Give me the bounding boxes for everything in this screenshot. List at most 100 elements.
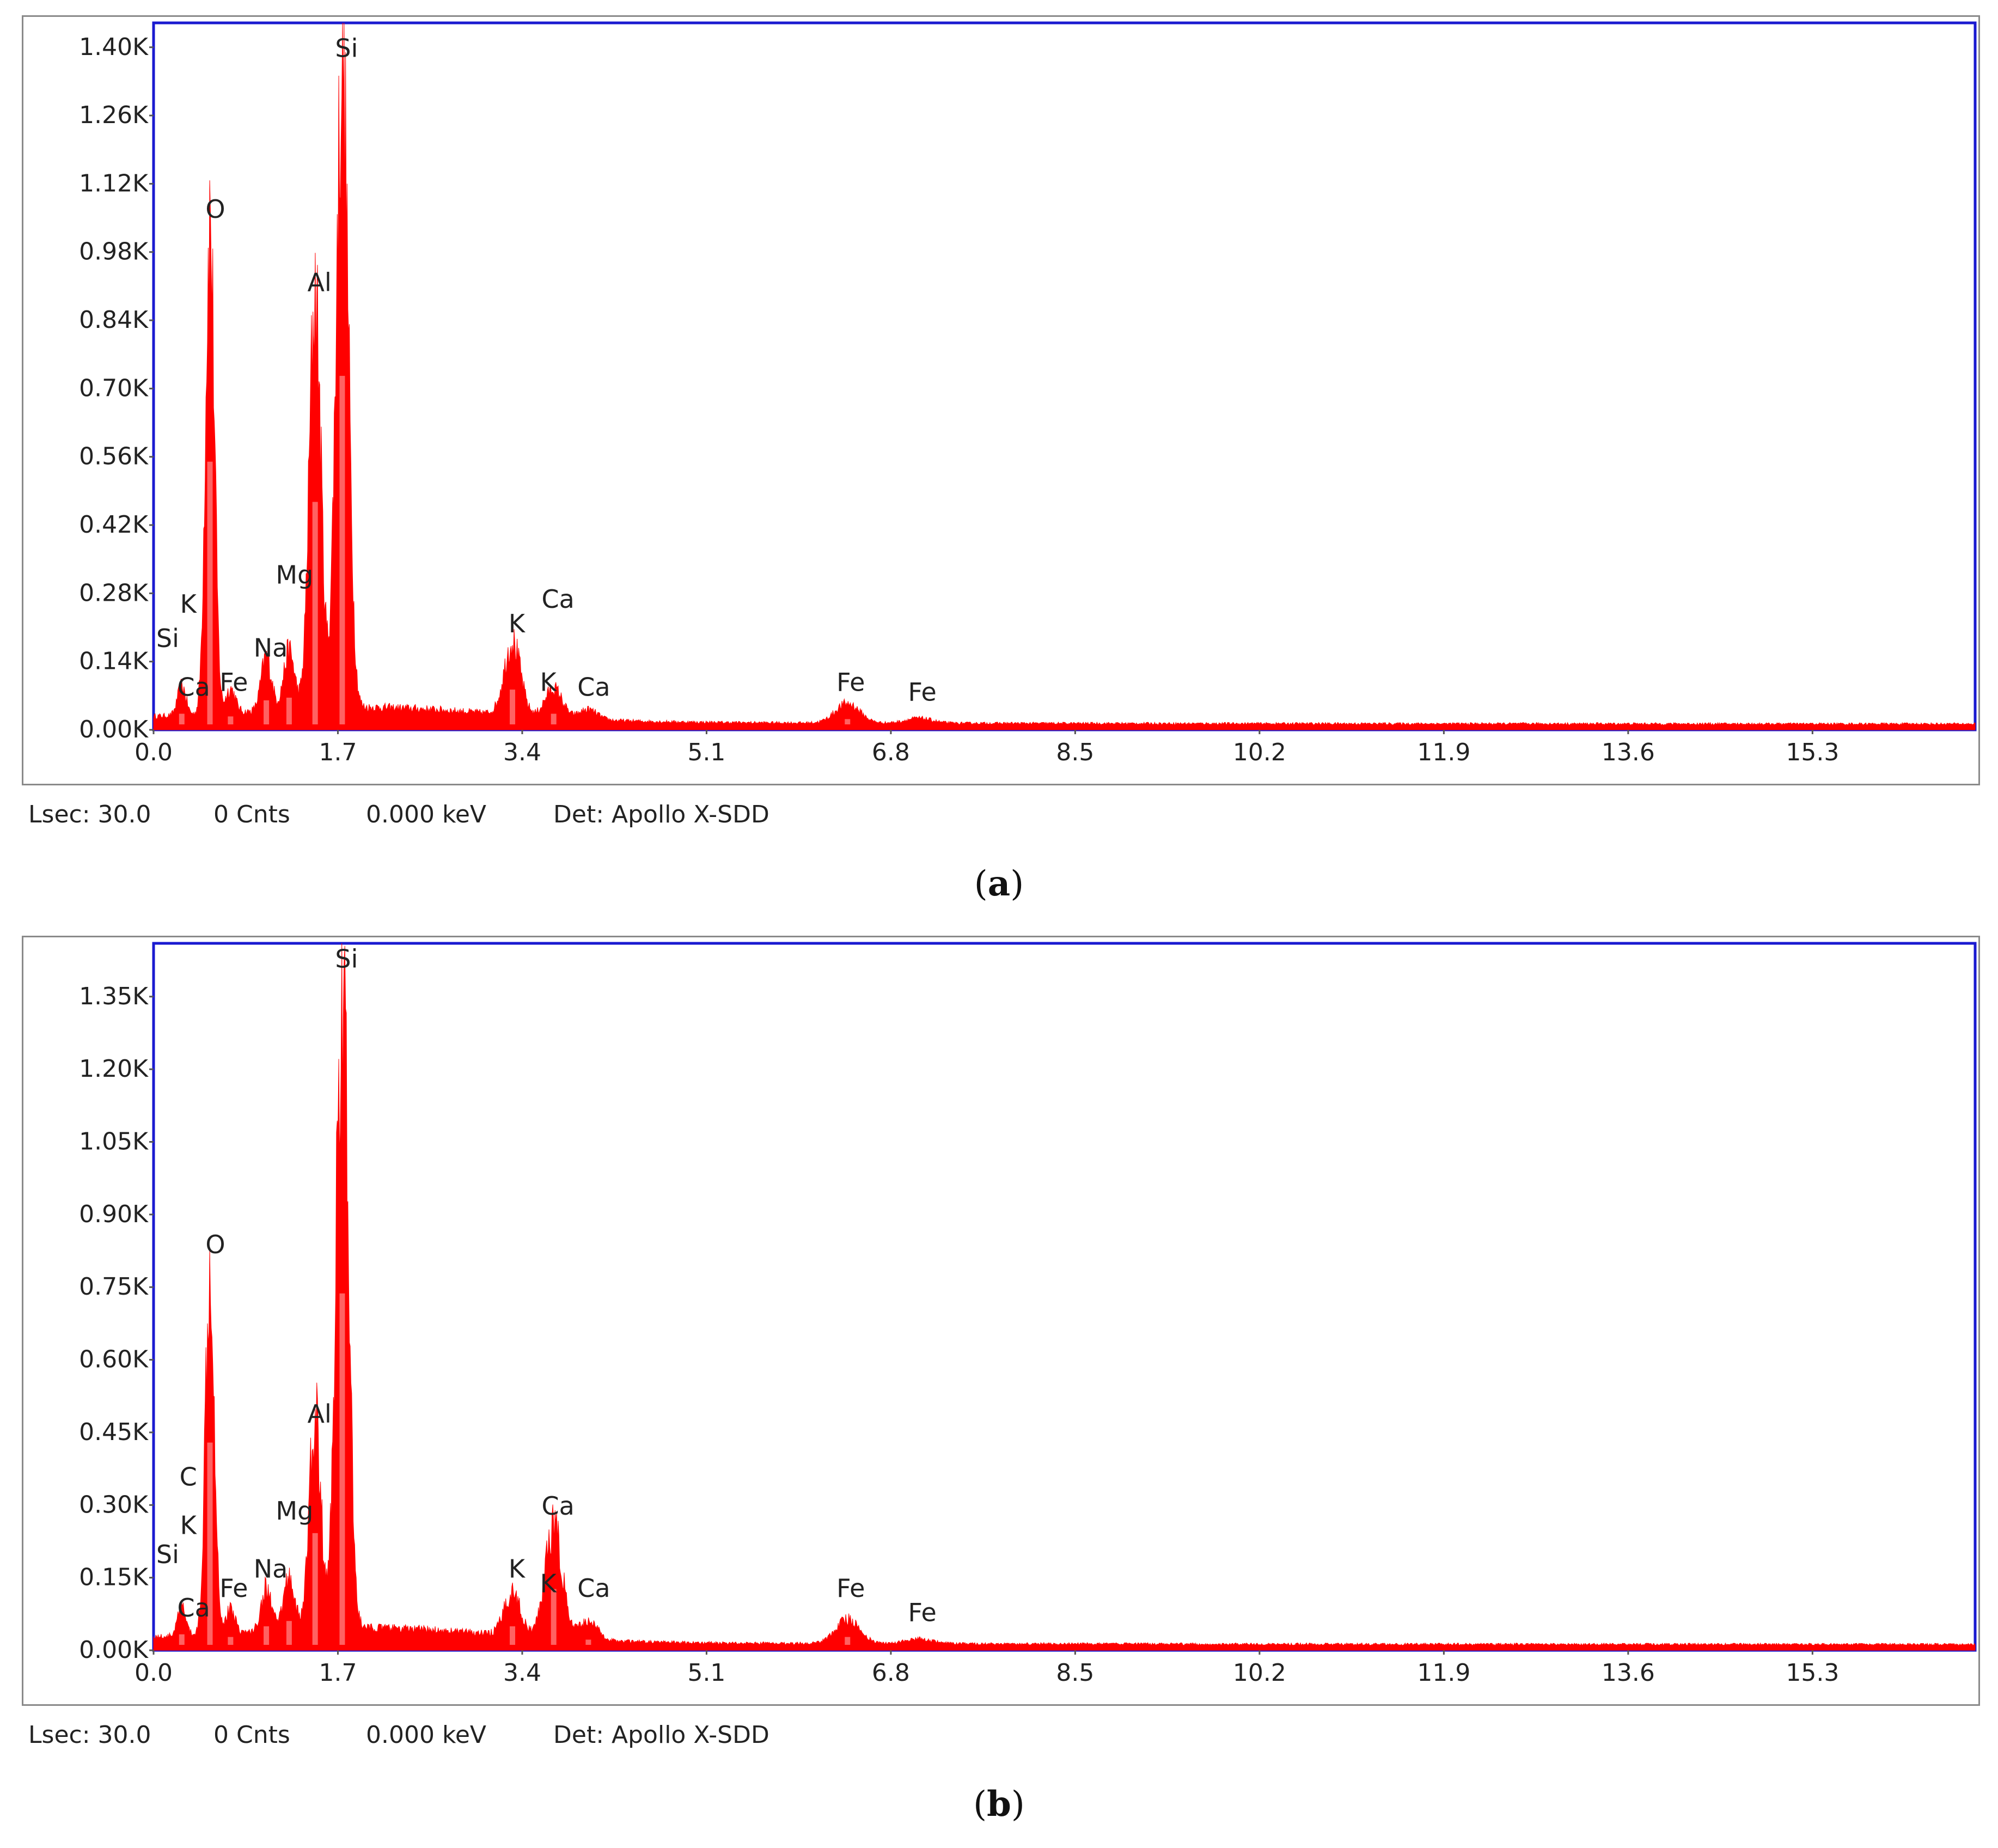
peak-label-ca: Ca: [577, 1573, 610, 1603]
status-energy: 0.000 keV: [366, 801, 487, 828]
peak-label-k: K: [540, 1569, 558, 1598]
status-detector: Det: Apollo X-SDD: [553, 801, 769, 828]
peak-fe-marker: [228, 716, 234, 724]
y-tick-label: 1.05K: [79, 1128, 149, 1156]
status-lsec: Lsec: 30.0: [28, 801, 151, 828]
y-tick-label: 0.90K: [79, 1200, 149, 1228]
y-tick-label: 0.00K: [79, 716, 149, 743]
y-tick-label: 0.60K: [79, 1346, 149, 1374]
y-tick-label: 0.84K: [79, 306, 149, 334]
x-tick-label: 10.2: [1233, 1659, 1286, 1687]
peak-label-ca: Ca: [542, 1491, 575, 1521]
peak-label-fe: Fe: [219, 667, 248, 697]
x-tick-label: 1.7: [319, 739, 357, 766]
peak-label-k: K: [540, 667, 558, 697]
spectrum-series: [153, 943, 1976, 1651]
y-tick-label: 1.40K: [79, 33, 149, 61]
x-tick-label: 3.4: [503, 739, 541, 766]
peak-fe-marker: [845, 719, 851, 724]
peak-label-k: K: [180, 589, 198, 619]
peak-fe-marker: [228, 1637, 234, 1645]
status-detector: Det: Apollo X-SDD: [553, 1721, 769, 1749]
peak-label-fe: Fe: [908, 1598, 937, 1627]
peak-label-ca: Ca: [542, 584, 575, 614]
x-tick-label: 3.4: [503, 1659, 541, 1687]
y-tick-label: 0.00K: [79, 1636, 149, 1664]
peak-label-mg: Mg: [276, 560, 313, 589]
x-tick-label: 13.6: [1602, 739, 1655, 766]
y-tick-label: 1.26K: [79, 101, 149, 129]
status-counts: 0 Cnts: [213, 1721, 290, 1749]
spectrum-chart: 0.00K 0.15K 0.30K 0.45K 0.60K 0.75K 0.90K 1.05K…: [79, 942, 1977, 1687]
y-tick-label: 0.30K: [79, 1491, 149, 1518]
status-energy: 0.000 keV: [366, 1721, 487, 1749]
peak-si-marker: [339, 1293, 345, 1645]
peak-o-marker: [207, 1442, 213, 1645]
peak-o-marker: [207, 461, 213, 724]
x-tick-label: 5.1: [687, 739, 725, 766]
x-tick-label: 13.6: [1602, 1659, 1655, 1687]
peak-label-fe: Fe: [836, 1573, 865, 1603]
x-tick-label: 11.9: [1417, 1659, 1470, 1687]
peak-label-ca: Ca: [178, 1593, 210, 1623]
peak-al-marker: [312, 1533, 318, 1645]
peak-label-si: Si: [156, 1540, 179, 1569]
peak-label-ca: Ca: [178, 672, 210, 702]
spectrum-panel-a: 0.00K 0.14K 0.28K 0.42K 0.56K 0.70K 0.84K 0.98K…: [0, 0, 1998, 904]
peak-al-marker: [312, 502, 318, 724]
x-tick-label: 15.3: [1786, 739, 1839, 766]
panel-caption: (b): [973, 1784, 1025, 1825]
peak-label-ca: Ca: [577, 672, 610, 702]
status-counts: 0 Cnts: [213, 801, 290, 828]
x-tick-label: 8.5: [1056, 1659, 1094, 1687]
y-tick-label: 1.20K: [79, 1055, 149, 1083]
y-tick-label: 1.35K: [79, 983, 149, 1010]
x-tick-label: 11.9: [1417, 739, 1470, 766]
y-tick-label: 0.15K: [79, 1564, 149, 1591]
peak-label-si: Si: [335, 944, 358, 973]
plot-area-border: [152, 942, 1977, 1652]
peak-label-si: Si: [335, 34, 358, 63]
y-tick-label: 0.70K: [79, 374, 149, 402]
spectrum-chart: 0.00K 0.14K 0.28K 0.42K 0.56K 0.70K 0.84K 0.98K…: [79, 21, 1977, 766]
status-lsec: Lsec: 30.0: [28, 1721, 151, 1749]
peak-label-k: K: [509, 1554, 526, 1584]
panel-caption-letter: b: [987, 1784, 1011, 1825]
x-tick-label: 10.2: [1233, 739, 1286, 766]
x-tick-label: 6.8: [872, 739, 910, 766]
y-tick-label: 0.56K: [79, 443, 149, 471]
panel-caption: (a): [974, 863, 1024, 904]
peak-ca-marker: [551, 1589, 557, 1645]
y-tick-label: 0.28K: [79, 579, 149, 607]
x-tick-label: 5.1: [687, 1659, 725, 1687]
peak-ca-marker: [179, 713, 185, 724]
x-tick-label: 0.0: [135, 1659, 173, 1687]
plot-area-border: [152, 21, 1977, 731]
y-tick-label: 0.14K: [79, 648, 149, 675]
peak-label-na: Na: [254, 633, 288, 663]
x-tick-label: 8.5: [1056, 739, 1094, 766]
peak-label-fe: Fe: [219, 1573, 248, 1603]
peak-ca-marker: [585, 1639, 591, 1645]
peak-label-o: O: [205, 194, 225, 224]
peak-ca-marker: [551, 713, 557, 724]
peak-label-fe: Fe: [908, 677, 937, 706]
y-tick-label: 0.75K: [79, 1273, 149, 1301]
peak-mg-marker: [286, 697, 292, 724]
x-tick-label: 1.7: [319, 1659, 357, 1687]
peak-ca-marker: [179, 1634, 185, 1645]
x-tick-label: 6.8: [872, 1659, 910, 1687]
peak-label-al: Al: [308, 1399, 332, 1429]
peak-label-na: Na: [254, 1554, 288, 1584]
peak-label-o: O: [205, 1230, 225, 1259]
peak-label-mg: Mg: [276, 1496, 313, 1526]
y-tick-label: 0.42K: [79, 511, 149, 539]
spectrum-panel-b: 0.00K 0.15K 0.30K 0.45K 0.60K 0.75K 0.90K 1.05K…: [0, 920, 1998, 1825]
peak-mg-marker: [286, 1621, 292, 1645]
peak-si-marker: [339, 376, 345, 724]
peak-na-marker: [264, 1626, 270, 1645]
panel-caption-letter: a: [987, 863, 1011, 904]
peak-na-marker: [264, 700, 270, 724]
peak-label-al: Al: [308, 267, 332, 297]
x-tick-label: 15.3: [1786, 1659, 1839, 1687]
